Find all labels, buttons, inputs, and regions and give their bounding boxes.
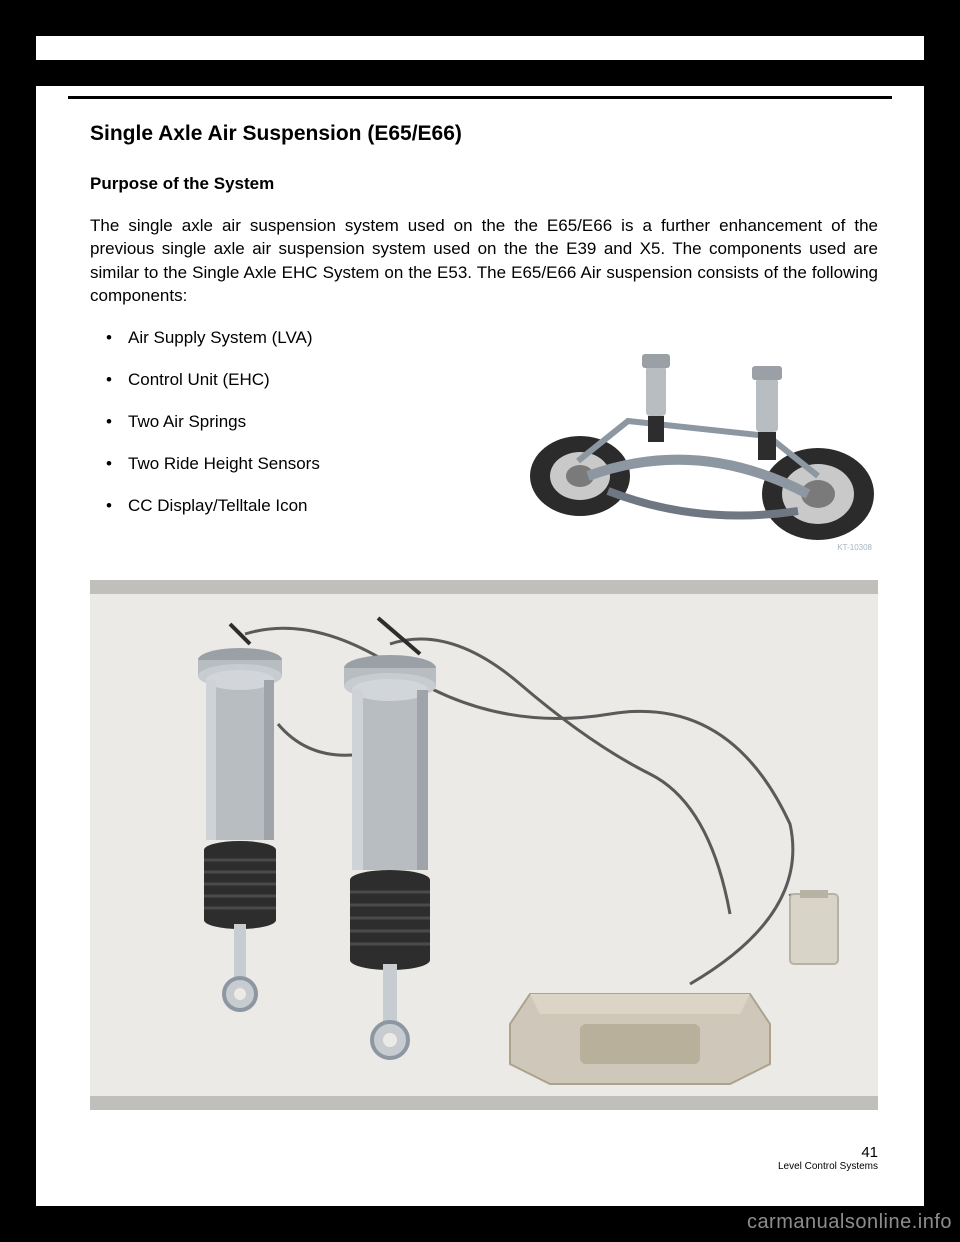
content-area: Single Axle Air Suspension (E65/E66) Pur…: [90, 122, 878, 1110]
rear-axle-figure: KT-10308: [518, 326, 878, 556]
list-item: Control Unit (EHC): [90, 370, 492, 390]
bullets-and-figure-row: Air Supply System (LVA) Control Unit (EH…: [90, 326, 878, 556]
section-heading: Single Axle Air Suspension (E65/E66): [90, 122, 878, 146]
header-black-band: [36, 60, 924, 86]
components-svg: [90, 594, 878, 1096]
list-item: Two Air Springs: [90, 412, 492, 432]
doc-title-footer: Level Control Systems: [778, 1161, 878, 1172]
section-subheading: Purpose of the System: [90, 174, 878, 194]
rear-axle-svg: [518, 326, 878, 556]
list-item: Two Ride Height Sensors: [90, 454, 492, 474]
page-footer: 41 Level Control Systems: [778, 1144, 878, 1172]
page-number: 41: [778, 1144, 878, 1161]
list-item: CC Display/Telltale Icon: [90, 496, 492, 516]
list-item: Air Supply System (LVA): [90, 328, 492, 348]
intro-paragraph: The single axle air suspension system us…: [90, 214, 878, 308]
air-suspension-components-figure: [90, 580, 878, 1110]
figure-credit: KT-10308: [837, 543, 872, 552]
watermark-text: carmanualsonline.info: [747, 1211, 952, 1234]
shock-right: [344, 618, 436, 1058]
shock-left: [198, 624, 282, 1010]
component-bullet-list: Air Supply System (LVA) Control Unit (EH…: [90, 326, 492, 556]
header-rule: [68, 96, 892, 99]
document-page: Single Axle Air Suspension (E65/E66) Pur…: [36, 36, 924, 1206]
